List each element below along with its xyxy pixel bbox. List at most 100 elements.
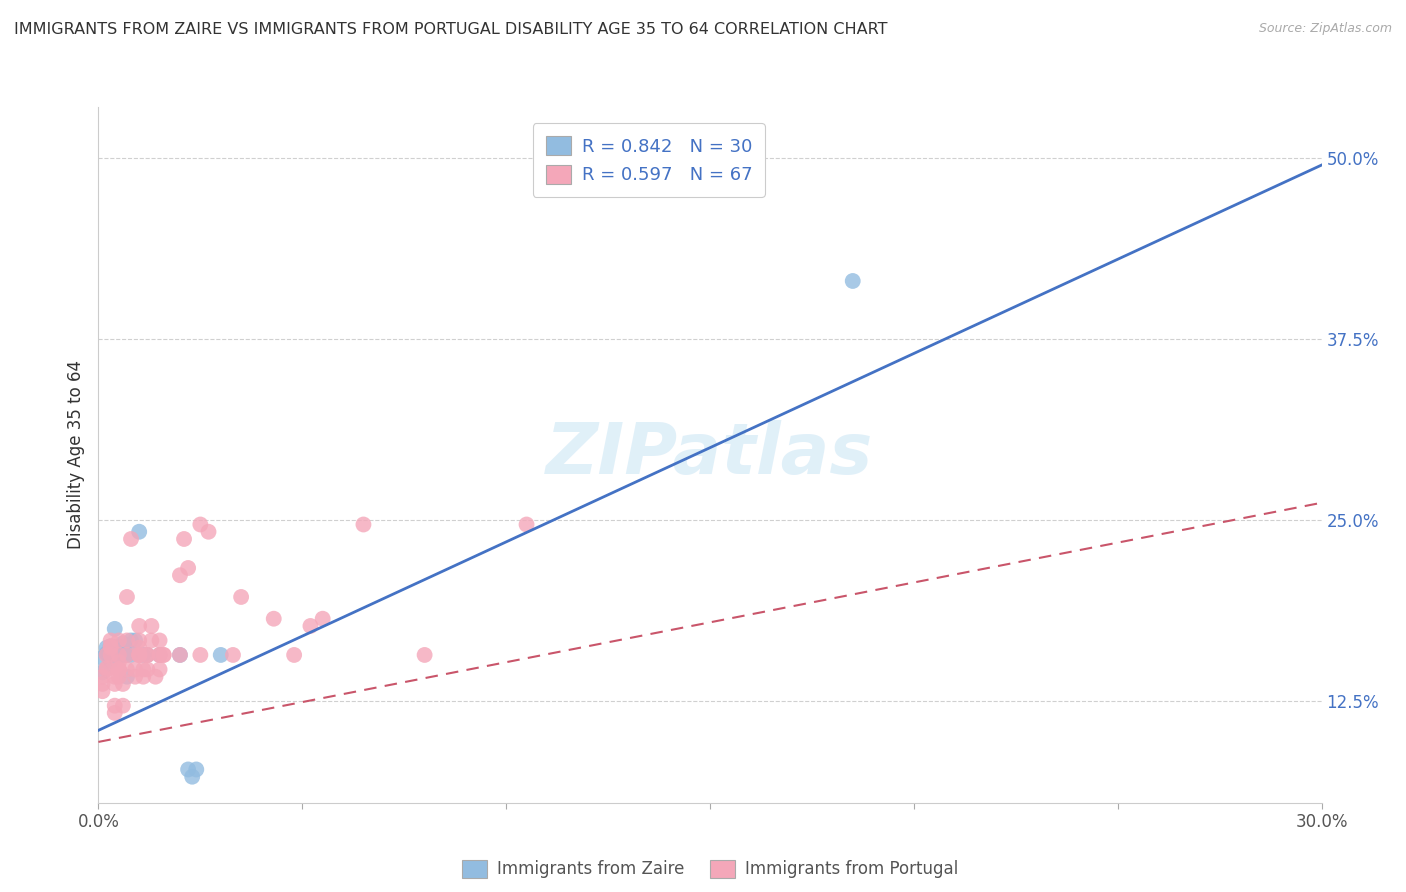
Point <box>128 640 150 655</box>
Point <box>149 662 172 677</box>
Point <box>115 590 138 604</box>
Point <box>111 698 134 713</box>
Point <box>111 636 134 650</box>
Point <box>124 670 146 684</box>
Point <box>136 662 159 677</box>
Point <box>152 648 174 662</box>
Point <box>91 677 114 691</box>
Point <box>104 648 127 662</box>
Point <box>263 612 285 626</box>
Point <box>149 633 172 648</box>
Point <box>413 648 436 662</box>
Text: ZIPatlas: ZIPatlas <box>547 420 873 490</box>
Point <box>108 662 131 677</box>
Point <box>100 639 122 653</box>
Point <box>169 568 191 582</box>
Point <box>108 643 131 657</box>
Point <box>108 662 131 677</box>
Point <box>136 648 159 662</box>
Text: Source: ZipAtlas.com: Source: ZipAtlas.com <box>1258 22 1392 36</box>
Point <box>96 662 118 677</box>
Point <box>111 648 134 662</box>
Point <box>169 648 191 662</box>
Point <box>145 670 167 684</box>
Point <box>841 274 863 288</box>
Point <box>111 677 134 691</box>
Point <box>173 532 195 546</box>
Point <box>152 648 174 662</box>
Point <box>120 648 142 662</box>
Point <box>132 662 155 677</box>
Point <box>149 648 172 662</box>
Point <box>120 633 142 648</box>
Point <box>149 648 172 662</box>
Point <box>132 648 155 662</box>
Point <box>231 590 253 604</box>
Point <box>104 670 127 684</box>
Point <box>100 654 122 668</box>
Point <box>104 640 127 655</box>
Text: IMMIGRANTS FROM ZAIRE VS IMMIGRANTS FROM PORTUGAL DISABILITY AGE 35 TO 64 CORREL: IMMIGRANTS FROM ZAIRE VS IMMIGRANTS FROM… <box>14 22 887 37</box>
Point <box>128 619 150 633</box>
Point <box>115 662 138 677</box>
Point <box>177 763 200 777</box>
Point <box>100 648 122 662</box>
Point <box>108 662 131 677</box>
Point <box>128 648 150 662</box>
Point <box>312 612 335 626</box>
Point <box>149 648 172 662</box>
Point <box>96 647 118 661</box>
Point <box>115 633 138 648</box>
Point <box>104 706 127 720</box>
Point <box>222 648 245 662</box>
Point <box>91 665 114 680</box>
Point <box>136 648 159 662</box>
Point <box>299 619 322 633</box>
Point <box>124 633 146 648</box>
Point <box>100 648 122 662</box>
Point <box>188 648 212 662</box>
Point <box>115 648 138 662</box>
Point <box>283 648 305 662</box>
Y-axis label: Disability Age 35 to 64: Disability Age 35 to 64 <box>66 360 84 549</box>
Point <box>104 698 127 713</box>
Point <box>516 517 538 532</box>
Point <box>169 648 191 662</box>
Point <box>136 648 159 662</box>
Point <box>186 763 208 777</box>
Point <box>141 633 163 648</box>
Point <box>115 648 138 662</box>
Point <box>181 770 204 784</box>
Point <box>100 633 122 648</box>
Point <box>124 662 146 677</box>
Point <box>115 670 138 684</box>
Point <box>91 651 114 665</box>
Point <box>128 524 150 539</box>
Point <box>128 648 150 662</box>
Point <box>104 622 127 636</box>
Point <box>108 655 131 669</box>
Point <box>108 648 131 662</box>
Point <box>108 633 131 648</box>
Point <box>128 633 150 648</box>
Point <box>120 532 142 546</box>
Point <box>132 670 155 684</box>
Point <box>108 670 131 684</box>
Point <box>100 640 122 655</box>
Point <box>141 619 163 633</box>
Point <box>352 517 374 532</box>
Point <box>108 662 131 677</box>
Point <box>91 684 114 698</box>
Point <box>96 648 118 662</box>
Point <box>188 517 212 532</box>
Point <box>197 524 219 539</box>
Point <box>108 639 131 653</box>
Point <box>100 639 122 653</box>
Legend: Immigrants from Zaire, Immigrants from Portugal: Immigrants from Zaire, Immigrants from P… <box>456 853 965 885</box>
Point <box>96 661 118 675</box>
Point <box>96 640 118 655</box>
Point <box>128 648 150 662</box>
Point <box>177 561 200 575</box>
Point <box>91 670 114 684</box>
Point <box>108 648 131 662</box>
